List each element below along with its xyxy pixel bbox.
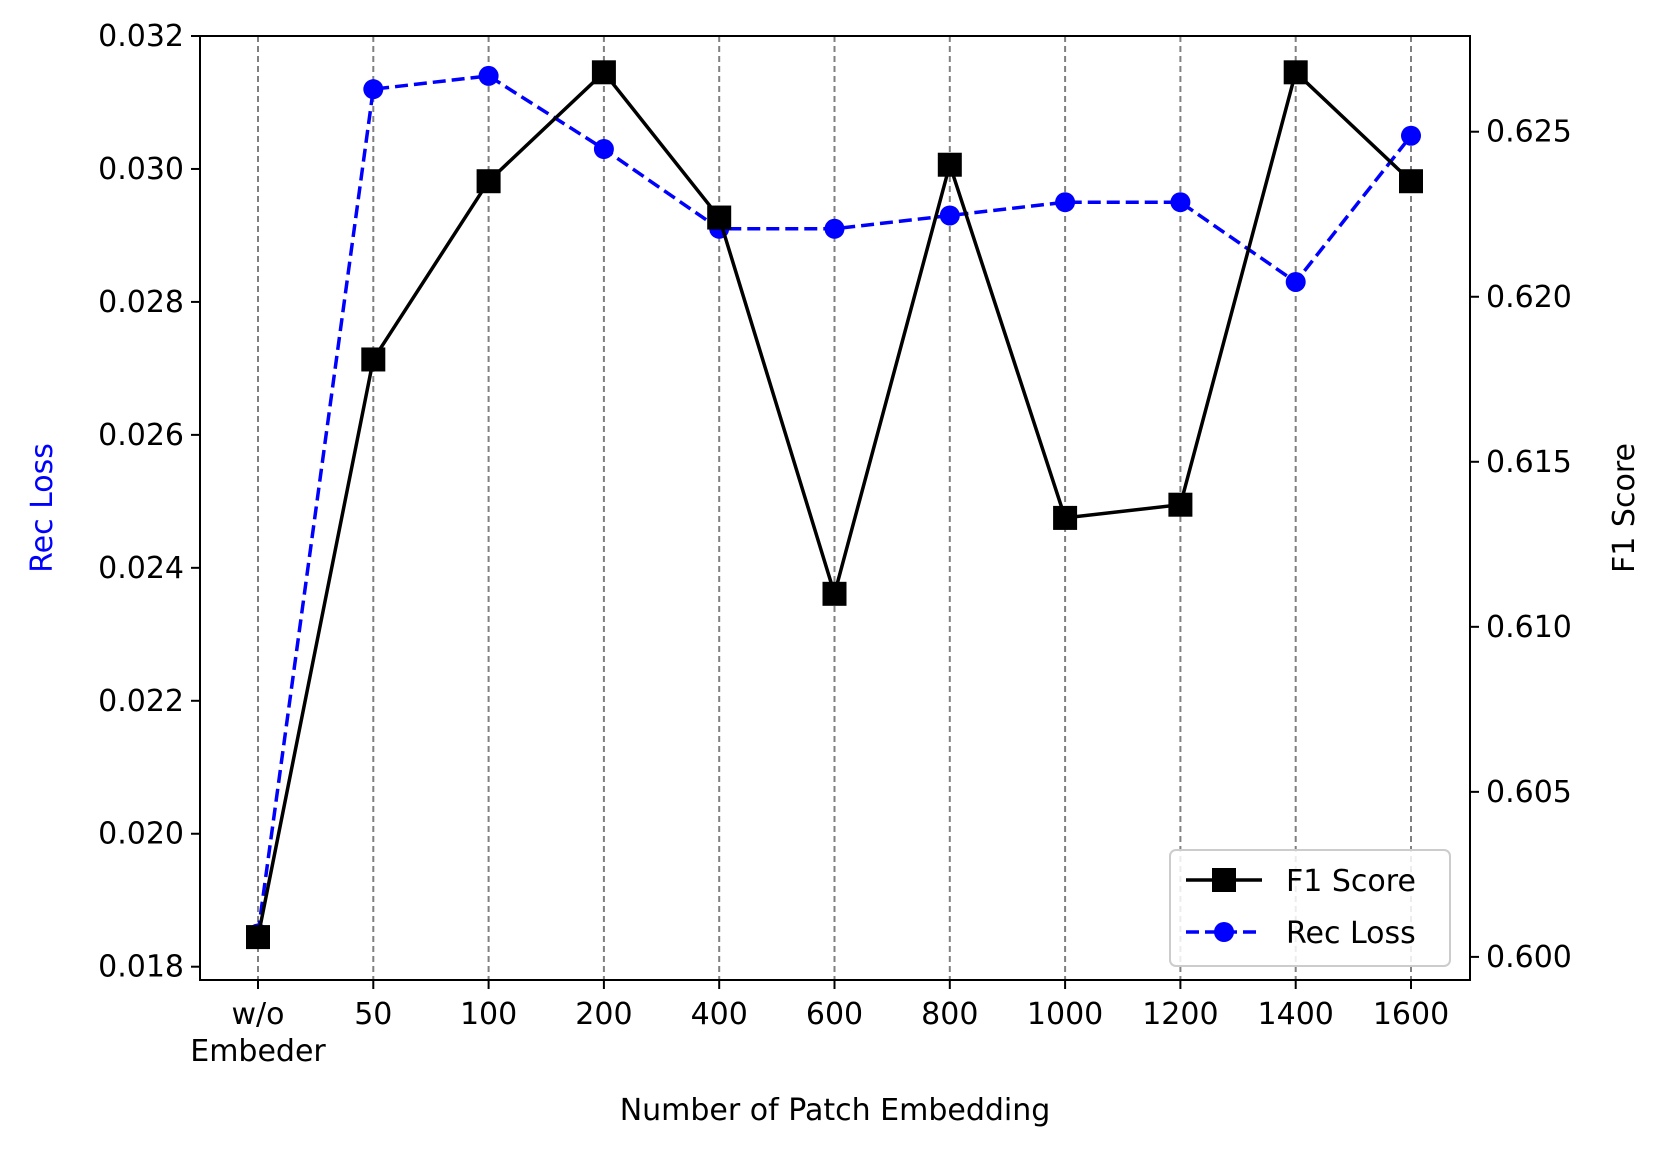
x-tick-label: 1600 (1373, 997, 1449, 1032)
f1-score-point (1399, 169, 1423, 194)
left-tick-label: 0.030 (98, 152, 184, 187)
right-axis-title: F1 Score (1607, 443, 1642, 573)
left-axis-title: Rec Loss (25, 443, 60, 573)
x-tick-label: 200 (575, 997, 632, 1032)
right-tick-label: 0.615 (1486, 445, 1572, 480)
x-tick-label: 50 (354, 997, 392, 1032)
rec-loss-point (363, 79, 384, 100)
rec-loss-point (824, 218, 845, 239)
rec-loss-point (593, 139, 614, 160)
legend-f1-score-marker (1212, 868, 1236, 892)
right-tick-label: 0.625 (1486, 115, 1572, 150)
left-tick-label: 0.032 (98, 19, 184, 54)
f1-score-point (937, 152, 962, 177)
f1-score-point (1053, 505, 1078, 530)
f1-score-point (476, 169, 501, 194)
x-tick-label: 1400 (1258, 997, 1334, 1032)
right-tick-label: 0.600 (1486, 940, 1572, 975)
x-axis-title: Number of Patch Embedding (620, 1093, 1051, 1128)
legend-rec-loss-marker (1214, 922, 1234, 942)
f1-score-point (822, 581, 847, 606)
left-tick-label: 0.022 (98, 684, 184, 719)
rec-loss-point (478, 65, 499, 86)
left-tick-label: 0.024 (98, 551, 184, 586)
right-tick-label: 0.610 (1486, 610, 1572, 645)
x-tick-label: 400 (691, 997, 748, 1032)
right-axis-ticks: 0.600 0.605 0.610 0.615 0.620 0.625 (1470, 115, 1572, 975)
legend-rec-loss-label: Rec Loss (1286, 916, 1416, 951)
left-tick-label: 0.018 (98, 950, 184, 985)
rec-loss-point (1285, 271, 1306, 292)
right-tick-label: 0.605 (1486, 775, 1572, 810)
f1-score-point (591, 60, 616, 85)
left-tick-label: 0.026 (98, 418, 184, 453)
x-tick-label: 1000 (1027, 997, 1103, 1032)
f1-score-point (1283, 60, 1308, 85)
x-axis-ticks: w/o Embeder 50 100 200 400 600 800 1000 1200 1400 1… (190, 980, 1449, 1069)
rec-loss-point (1055, 192, 1076, 213)
f1-score-point (361, 347, 386, 372)
x-tick-label: 1200 (1142, 997, 1218, 1032)
left-axis-ticks: 0.018 0.020 0.022 0.024 0.026 0.028 0.030 0.032 (98, 19, 200, 985)
rec-loss-point (1401, 125, 1421, 146)
x-tick-label: 600 (806, 997, 863, 1032)
x-tick-label: w/o Embeder (190, 997, 326, 1069)
right-tick-label: 0.620 (1486, 280, 1572, 315)
f1-score-point (1168, 492, 1193, 517)
legend: F1 Score Rec Loss (1169, 849, 1451, 967)
rec-loss-point (939, 205, 960, 226)
x-tick-label: 100 (460, 997, 517, 1032)
f1-score-point (707, 205, 732, 230)
left-tick-label: 0.028 (98, 285, 184, 320)
rec-loss-point (1170, 192, 1191, 213)
f1-score-point (246, 925, 270, 950)
x-tick-label: 800 (921, 997, 978, 1032)
legend-f1-score-label: F1 Score (1286, 864, 1416, 899)
left-tick-label: 0.020 (98, 817, 184, 852)
series-layer (246, 60, 1423, 950)
